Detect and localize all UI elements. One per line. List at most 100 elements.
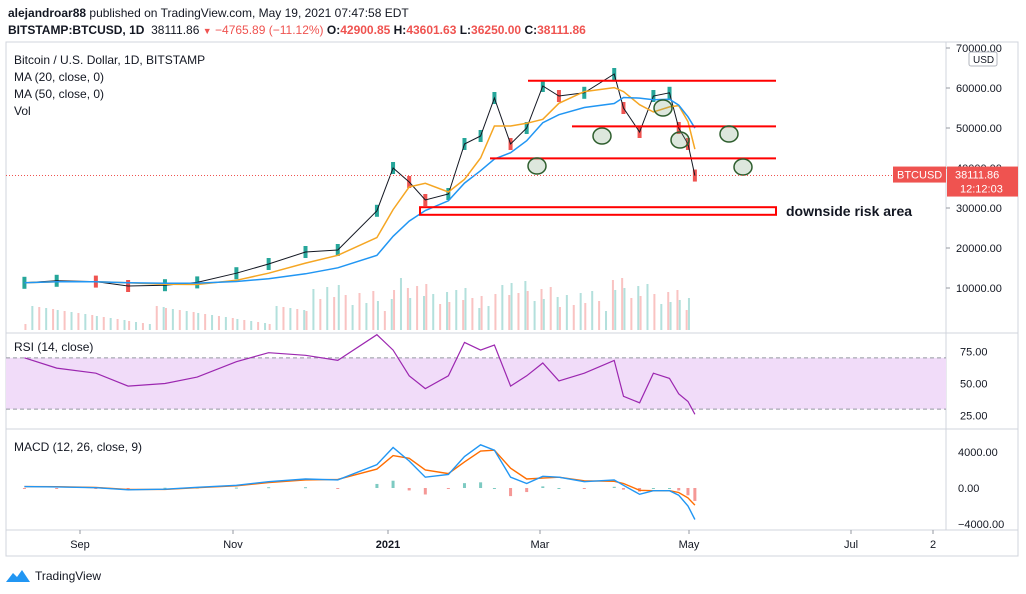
volume-bar bbox=[605, 311, 608, 330]
volume-bar bbox=[660, 304, 663, 330]
price-tick-label: 30000.00 bbox=[956, 203, 1002, 215]
volume-bar bbox=[224, 317, 227, 330]
macd-histogram-bar bbox=[582, 488, 586, 489]
rsi-band bbox=[6, 357, 946, 410]
volume-bar bbox=[630, 298, 633, 330]
volume-bar bbox=[556, 297, 559, 330]
macd-histogram-bar bbox=[423, 488, 427, 495]
macd-histogram-bar bbox=[693, 488, 697, 501]
volume-bar bbox=[540, 289, 543, 330]
volume-bar bbox=[517, 293, 520, 330]
volume-bar bbox=[63, 311, 66, 330]
pivot-marker bbox=[719, 125, 739, 143]
volume-bar bbox=[141, 323, 144, 330]
volume-bar bbox=[425, 284, 428, 330]
time-axis-label: May bbox=[679, 539, 700, 551]
volume-bar bbox=[77, 313, 80, 330]
symbol-tag: BTCUSD bbox=[897, 170, 942, 182]
rsi-tick-label: 75.00 bbox=[960, 346, 988, 358]
volume-bar bbox=[217, 316, 220, 330]
close-value: 38111.86 bbox=[537, 23, 586, 37]
volume-bar bbox=[289, 308, 292, 330]
volume-bar bbox=[637, 286, 640, 330]
macd-histogram-bar bbox=[304, 487, 308, 489]
macd-tick-label: −4000.00 bbox=[958, 519, 1004, 531]
volume-bar bbox=[623, 288, 626, 330]
macd-histogram-bar bbox=[479, 482, 483, 488]
volume-bar bbox=[393, 290, 396, 330]
macd-histogram-bar bbox=[407, 488, 411, 491]
volume-bar bbox=[358, 293, 361, 330]
macd-histogram-bar bbox=[612, 486, 616, 488]
vol-legend[interactable]: Vol bbox=[14, 104, 31, 118]
volume-bar bbox=[572, 305, 575, 330]
volume-bar bbox=[178, 310, 181, 330]
volume-bar bbox=[162, 307, 165, 330]
footer-brand[interactable]: TradingView bbox=[6, 566, 101, 586]
volume-bar bbox=[526, 291, 529, 330]
macd-histogram-bar bbox=[234, 487, 238, 489]
volume-bar bbox=[326, 287, 329, 330]
currency-label: USD bbox=[973, 55, 994, 66]
volume-bar bbox=[494, 294, 497, 330]
volume-bar bbox=[478, 308, 481, 330]
volume-bar bbox=[669, 302, 672, 330]
macd-tick-label: 0.00 bbox=[958, 483, 979, 495]
volume-bar bbox=[305, 311, 308, 330]
chart-canvas[interactable]: 70000.0060000.0050000.0040000.0030000.00… bbox=[0, 40, 1026, 560]
macd-line bbox=[24, 444, 696, 520]
volume-bar bbox=[275, 306, 278, 330]
rsi-tick-label: 25.00 bbox=[960, 411, 988, 423]
macd-histogram-bar bbox=[509, 488, 513, 497]
macd-histogram-bar bbox=[336, 488, 340, 489]
volume-bar bbox=[192, 312, 195, 330]
signal-line bbox=[24, 449, 696, 506]
volume-bar bbox=[383, 311, 386, 330]
volume-bar bbox=[565, 295, 568, 330]
volume-bar bbox=[56, 310, 59, 330]
pivot-marker bbox=[653, 99, 673, 117]
volume-bar bbox=[533, 301, 536, 330]
volume-bar bbox=[264, 323, 267, 330]
volume-bar bbox=[611, 280, 614, 330]
price-tag-bg bbox=[947, 166, 1018, 197]
volume-bar bbox=[333, 297, 336, 330]
volume-bar bbox=[282, 307, 285, 330]
volume-bar bbox=[109, 318, 112, 330]
chart-frame bbox=[5, 41, 1019, 557]
volume-bar bbox=[462, 300, 465, 330]
macd-histogram-bar bbox=[492, 488, 496, 489]
price-tick-label: 10000.00 bbox=[956, 283, 1002, 295]
ma20-legend[interactable]: MA (20, close, 0) bbox=[14, 70, 105, 84]
time-axis-label: Sep bbox=[70, 539, 90, 551]
macd-histogram-bar bbox=[668, 488, 672, 489]
price-change: −4765.89 (−11.12%) bbox=[215, 23, 324, 37]
macd-histogram-bar bbox=[557, 488, 561, 489]
volume-bar bbox=[148, 324, 151, 330]
volume-bar bbox=[406, 288, 409, 330]
volume-bar bbox=[171, 309, 174, 330]
macd-legend[interactable]: MACD (12, 26, close, 9) bbox=[14, 440, 143, 454]
pivot-marker bbox=[527, 157, 547, 175]
volume-bar bbox=[464, 288, 467, 330]
volume-bar bbox=[268, 324, 271, 330]
macd-histogram-bar bbox=[126, 488, 130, 489]
volume-bar bbox=[303, 310, 306, 330]
volume-bar bbox=[337, 285, 340, 330]
volume-bar bbox=[250, 321, 253, 330]
volume-bar bbox=[52, 309, 55, 330]
pivot-marker bbox=[592, 127, 612, 145]
volume-bar bbox=[231, 318, 234, 330]
volume-bar bbox=[639, 296, 642, 330]
downside-risk-zone bbox=[419, 206, 777, 216]
rsi-legend[interactable]: RSI (14, close) bbox=[14, 340, 94, 354]
volume-bar bbox=[685, 310, 688, 330]
macd-histogram-bar bbox=[651, 488, 655, 489]
author-name[interactable]: alejandroar88 bbox=[8, 6, 87, 20]
macd-histogram-bar bbox=[163, 487, 167, 489]
ma50-legend[interactable]: MA (50, close, 0) bbox=[14, 87, 105, 101]
volume-bar bbox=[211, 315, 214, 330]
open-label: O: bbox=[326, 23, 341, 37]
volume-bar bbox=[653, 294, 656, 330]
volume-bar bbox=[508, 295, 511, 330]
